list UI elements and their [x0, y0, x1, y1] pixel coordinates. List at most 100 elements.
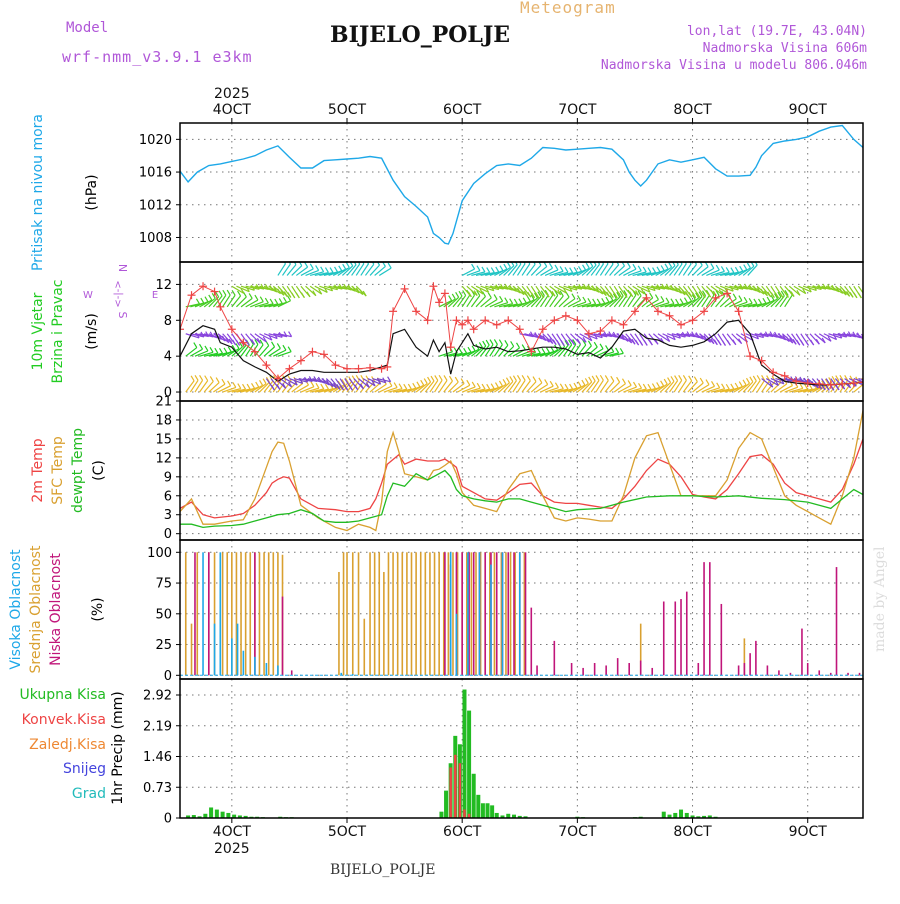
- precip-bar: [485, 803, 490, 818]
- wind-barb: [374, 265, 386, 276]
- wind-barb: [471, 285, 484, 295]
- wind-barb: [250, 285, 265, 290]
- y-tick-label: 2.19: [143, 719, 172, 734]
- wind-barb: [858, 377, 863, 381]
- wind-barb: [342, 285, 356, 292]
- wind-barb: [305, 285, 317, 297]
- wind-barb-feather: [730, 383, 735, 390]
- wind-barb-feather: [481, 291, 486, 297]
- wind-barb: [632, 271, 647, 277]
- wind-barb-feather: [725, 383, 730, 390]
- wind-barb-feather: [298, 262, 303, 266]
- wind-barb-feather: [473, 290, 478, 296]
- wind-barb: [572, 285, 587, 290]
- wind-barb: [314, 285, 328, 293]
- wind-barb-feather: [259, 339, 264, 346]
- wind-barb: [443, 298, 456, 308]
- wind-barb-feather: [362, 290, 367, 297]
- wind-barb: [574, 333, 587, 343]
- wind-barb-feather: [348, 384, 353, 391]
- wind-barb: [279, 378, 292, 388]
- wind-barb: [715, 285, 729, 294]
- wind-barb: [590, 263, 601, 276]
- wind-barb-feather: [282, 344, 287, 351]
- wind-barb-feather: [242, 383, 247, 390]
- wind-barb: [646, 299, 659, 308]
- precip-bar: [512, 814, 517, 818]
- precip-bar: [220, 811, 225, 818]
- wind-barb: [807, 285, 822, 290]
- wind-barb: [613, 265, 625, 276]
- wind-barb-feather: [610, 375, 615, 382]
- wind-barb-feather: [711, 380, 716, 387]
- wind-barb-feather: [674, 375, 679, 381]
- wind-barb-feather: [245, 339, 250, 346]
- wind-barb-feather: [770, 292, 775, 298]
- line-2m-temp: [180, 438, 863, 519]
- wind-barb-feather: [254, 294, 259, 301]
- wind-barb: [754, 333, 769, 338]
- wind-barb-feather: [853, 292, 858, 299]
- wind-barb: [471, 388, 486, 393]
- wind-barb-feather: [792, 339, 797, 345]
- wind-barb-feather: [692, 292, 697, 299]
- x-tick-label-bottom: 4OCT: [213, 824, 252, 840]
- wind-barb-feather: [602, 290, 607, 296]
- temp-dewpt-axis-label: dewpt Temp: [70, 428, 86, 513]
- wind-barb-feather: [734, 266, 739, 273]
- wind-barb: [554, 285, 567, 294]
- wind-barb: [369, 264, 380, 276]
- wind-barb: [282, 263, 291, 276]
- wind-barb: [563, 298, 576, 308]
- wind-barb-feather: [618, 292, 623, 299]
- wind-barb-feather: [199, 374, 204, 381]
- wind-barb: [678, 263, 687, 276]
- grid-lines: [180, 123, 863, 818]
- wind-barb: [581, 266, 594, 276]
- wind-barb: [231, 346, 243, 357]
- wind-barb-feather: [623, 290, 628, 296]
- compass-west: W: [83, 290, 93, 301]
- wind-barb: [752, 285, 765, 295]
- wind-barb: [781, 333, 794, 344]
- wind-barb: [738, 302, 753, 308]
- wind-barb: [321, 378, 334, 388]
- wind-barb-feather: [223, 347, 228, 354]
- wind-barb: [724, 285, 739, 291]
- wind-barb: [249, 333, 261, 344]
- wind-barb-feather: [526, 296, 531, 302]
- wind-barb: [832, 333, 847, 338]
- line-brzina-vjetra: [180, 319, 863, 386]
- wind-barb-feather: [865, 336, 868, 341]
- wind-barb: [447, 296, 460, 308]
- precip-bar: [467, 813, 471, 818]
- wind-barb-feather: [694, 262, 698, 265]
- wind-barb-feather: [613, 292, 618, 299]
- y-tick-label: 3: [164, 508, 172, 523]
- wind-barb-feather: [559, 290, 564, 297]
- wind-barb: [595, 263, 604, 276]
- wind-barb: [802, 285, 817, 292]
- wind-barb: [466, 270, 481, 277]
- wind-barb: [263, 333, 278, 340]
- wind-barb-feather: [259, 296, 264, 303]
- wind-barb-feather: [777, 291, 782, 298]
- wind-barb: [489, 344, 498, 357]
- x-tick-label-bottom: 9OCT: [789, 824, 828, 840]
- wind-barb-feather: [407, 383, 412, 390]
- wind-barb-feather: [683, 297, 688, 303]
- wind-barb-feather: [545, 291, 550, 298]
- wind-barb: [622, 294, 632, 308]
- wind-barb-feather: [549, 380, 554, 387]
- wind-barb-feather: [748, 298, 753, 304]
- wind-barb: [507, 380, 517, 393]
- year-label-top: 2025: [214, 86, 250, 102]
- legend-zaledj-kisa: Zaledj.Kisa: [29, 737, 106, 753]
- y-tick-label: 12: [155, 451, 172, 466]
- wind-barb: [682, 263, 692, 276]
- wind-barb-feather: [581, 379, 586, 386]
- wind-barb-feather: [642, 266, 647, 273]
- wind-barb: [761, 380, 771, 393]
- wind-barb-feather: [504, 297, 509, 303]
- wind-barb: [466, 285, 478, 296]
